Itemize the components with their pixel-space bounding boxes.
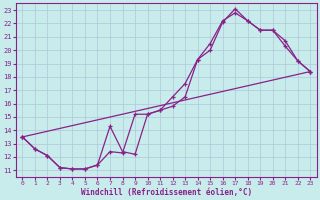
X-axis label: Windchill (Refroidissement éolien,°C): Windchill (Refroidissement éolien,°C) [81,188,252,197]
